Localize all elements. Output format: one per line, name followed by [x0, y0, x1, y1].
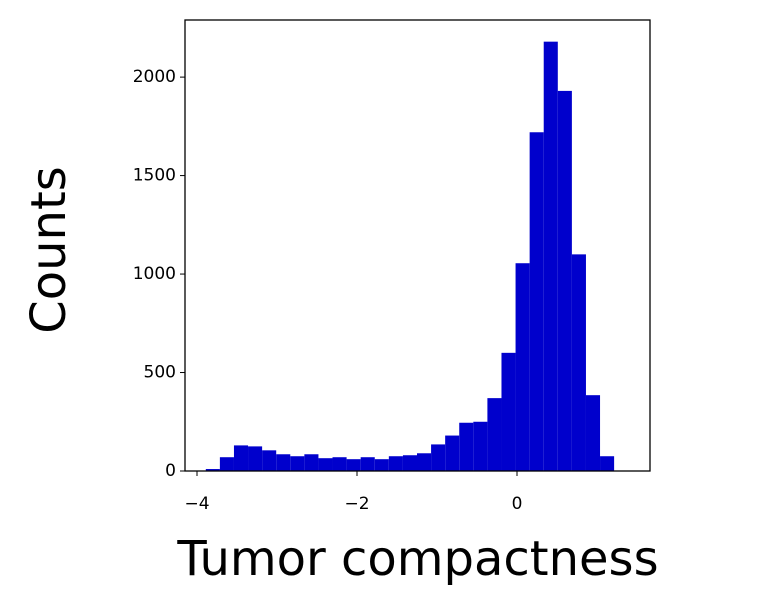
bar	[557, 90, 572, 471]
bar	[360, 457, 375, 471]
bar	[248, 446, 263, 471]
y-tick-label: 1500	[133, 166, 176, 186]
x-axis-label: Tumor compactness	[176, 531, 658, 587]
bar	[571, 254, 586, 471]
bar	[600, 456, 615, 471]
bar	[459, 422, 474, 471]
bar	[473, 421, 488, 471]
bar	[262, 450, 277, 471]
bar	[233, 445, 249, 471]
y-tick-label: 1000	[133, 264, 176, 284]
bar	[374, 459, 389, 471]
x-tick-label: −2	[344, 494, 369, 514]
bar	[515, 263, 530, 471]
y-tick-label: 2000	[133, 67, 176, 87]
y-tick-label: 0	[165, 461, 176, 481]
bar	[388, 456, 403, 471]
bar	[346, 459, 361, 471]
bar	[543, 41, 558, 471]
bar	[205, 469, 220, 471]
bar	[402, 455, 417, 471]
bar	[529, 132, 544, 472]
x-tick-label: 0	[512, 494, 523, 514]
bar	[219, 457, 234, 471]
bar	[445, 435, 460, 471]
plot-frame	[184, 19, 651, 472]
bar	[501, 352, 516, 471]
bar	[318, 458, 333, 471]
bar	[304, 454, 319, 471]
bar	[417, 453, 432, 471]
x-tick-label: −4	[184, 494, 209, 514]
bar	[487, 398, 502, 471]
bar	[585, 395, 601, 471]
y-tick-label: 500	[144, 363, 176, 383]
bar	[431, 444, 446, 471]
bar	[332, 457, 347, 471]
y-axis-label: Counts	[21, 166, 77, 334]
bar	[276, 454, 291, 471]
bar	[290, 456, 305, 471]
